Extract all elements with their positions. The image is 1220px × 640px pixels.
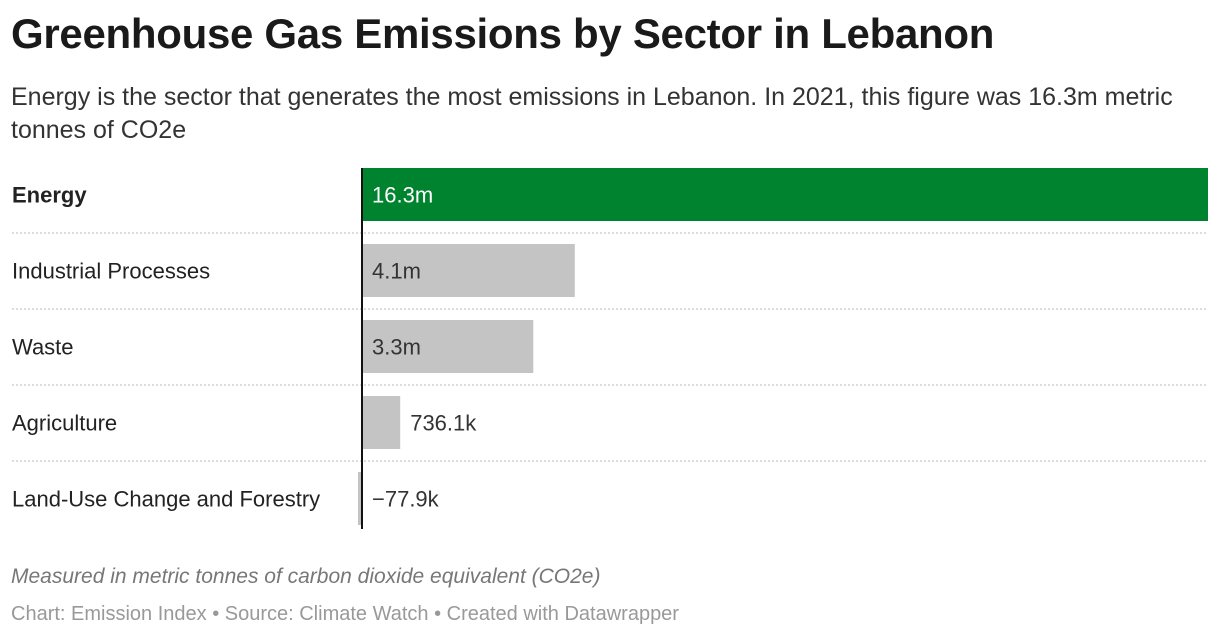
value-label-energy: 16.3m	[372, 183, 433, 208]
bar-waste	[362, 320, 534, 373]
bar-agriculture	[362, 396, 401, 449]
category-label-energy: Energy	[12, 183, 87, 208]
category-label-waste: Waste	[12, 335, 74, 360]
value-label-agriculture: 736.1k	[410, 411, 477, 436]
bar-industrial-processes	[362, 244, 575, 297]
chart-notes: Measured in metric tonnes of carbon diox…	[11, 565, 601, 588]
bar-energy	[362, 168, 1208, 221]
bar-land-use-change-and-forestry	[358, 472, 362, 525]
bar-chart: Energy 16.3m Industrial Processes 4.1m Waste…	[12, 168, 1208, 529]
value-label-industrial-processes: 4.1m	[372, 259, 421, 284]
category-label-industrial-processes: Industrial Processes	[12, 259, 210, 284]
category-label-land-use-change-and-forestry: Land-Use Change and Forestry	[12, 487, 320, 512]
value-label-land-use-change-and-forestry: −77.9k	[372, 487, 440, 512]
chart-subtitle: Energy is the sector that generates the …	[11, 83, 1173, 144]
chart-title: Greenhouse Gas Emissions by Sector in Le…	[11, 10, 995, 57]
value-label-waste: 3.3m	[372, 335, 421, 360]
category-label-agriculture: Agriculture	[12, 411, 117, 436]
chart-credits: Chart: Emission Index • Source: Climate …	[11, 603, 679, 625]
